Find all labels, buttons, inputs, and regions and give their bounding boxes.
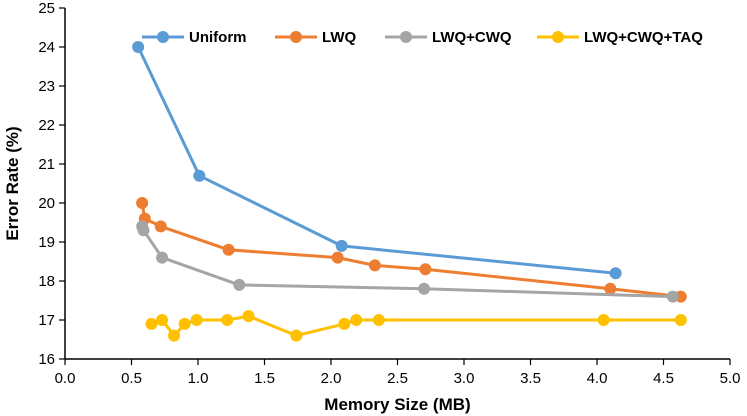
series-lwq-cwq <box>136 220 679 303</box>
data-point <box>604 282 617 295</box>
data-point <box>372 314 385 326</box>
data-point <box>222 243 235 256</box>
legend-label: LWQ <box>322 29 356 46</box>
data-point <box>419 263 432 276</box>
legend-label: LWQ+CWQ <box>432 29 512 46</box>
legend-item: Uniform <box>142 29 247 46</box>
y-tick-label: 22 <box>38 117 55 134</box>
data-point <box>350 314 363 326</box>
data-point <box>221 314 234 326</box>
y-tick-label: 25 <box>38 0 55 17</box>
series-uniform <box>132 41 622 280</box>
y-tick-label: 23 <box>38 78 55 95</box>
data-point <box>609 267 622 280</box>
y-tick-label: 21 <box>38 156 55 173</box>
legend-label: Uniform <box>189 29 247 46</box>
x-tick-label: 0.0 <box>55 370 76 387</box>
data-point <box>597 314 610 326</box>
y-tick-label: 24 <box>38 39 55 56</box>
legend: Uniform LWQ LWQ+CWQ LWQ+CWQ+TAQ <box>142 29 703 46</box>
data-point <box>154 220 167 233</box>
y-tick-label: 20 <box>38 195 55 212</box>
x-tick-label: 0.5 <box>121 370 142 387</box>
x-tick-label: 2.0 <box>321 370 342 387</box>
y-tick-label: 18 <box>38 273 55 290</box>
data-point <box>368 259 381 272</box>
data-point <box>331 251 344 264</box>
data-point <box>190 314 203 326</box>
data-point <box>242 310 255 323</box>
x-tick-label: 5.0 <box>720 370 741 387</box>
y-tick-label: 17 <box>38 312 55 329</box>
data-point <box>178 317 191 330</box>
x-tick-label: 4.0 <box>587 370 608 387</box>
x-tick-label: 3.0 <box>454 370 475 387</box>
x-tick-label: 3.5 <box>520 370 541 387</box>
axes <box>59 7 731 365</box>
legend-marker <box>157 31 169 43</box>
x-tick-label: 1.0 <box>188 370 209 387</box>
data-point <box>156 314 169 326</box>
y-tick-label: 16 <box>38 351 55 368</box>
legend-marker <box>552 31 564 43</box>
data-point <box>674 314 687 326</box>
x-tick-label: 1.5 <box>254 370 275 387</box>
legend-marker <box>400 31 412 43</box>
legend-item: LWQ+CWQ <box>385 29 512 46</box>
tick-labels: 16 17 18 19 20 21 22 23 24 25 0.0 0.5 1.0 1.5 2.0 2.5 3.… <box>38 0 740 387</box>
data-point <box>132 41 145 53</box>
data-point <box>193 169 206 182</box>
x-axis-title: Memory Size (MB) <box>324 395 470 414</box>
series-lwq-cwq-taq <box>145 310 687 342</box>
legend-label: LWQ+CWQ+TAQ <box>584 29 703 46</box>
data-point <box>145 317 158 330</box>
legend-item: LWQ+CWQ+TAQ <box>537 29 703 46</box>
data-point <box>418 282 431 295</box>
data-point <box>168 329 181 342</box>
data-point <box>666 290 679 303</box>
series-lines <box>132 41 687 342</box>
y-tick-label: 19 <box>38 234 55 251</box>
x-tick-label: 2.5 <box>387 370 408 387</box>
series-line <box>136 46 616 275</box>
legend-marker <box>290 31 302 43</box>
data-point <box>137 224 150 237</box>
x-tick-label: 4.5 <box>653 370 674 387</box>
data-point <box>335 239 348 252</box>
data-point <box>136 197 149 209</box>
legend-item: LWQ <box>275 29 356 46</box>
data-point <box>290 329 303 342</box>
series-lwq <box>136 197 687 303</box>
data-point <box>156 251 169 264</box>
data-point <box>338 317 351 330</box>
data-point <box>233 278 246 291</box>
y-axis-title: Error Rate (%) <box>3 126 22 240</box>
